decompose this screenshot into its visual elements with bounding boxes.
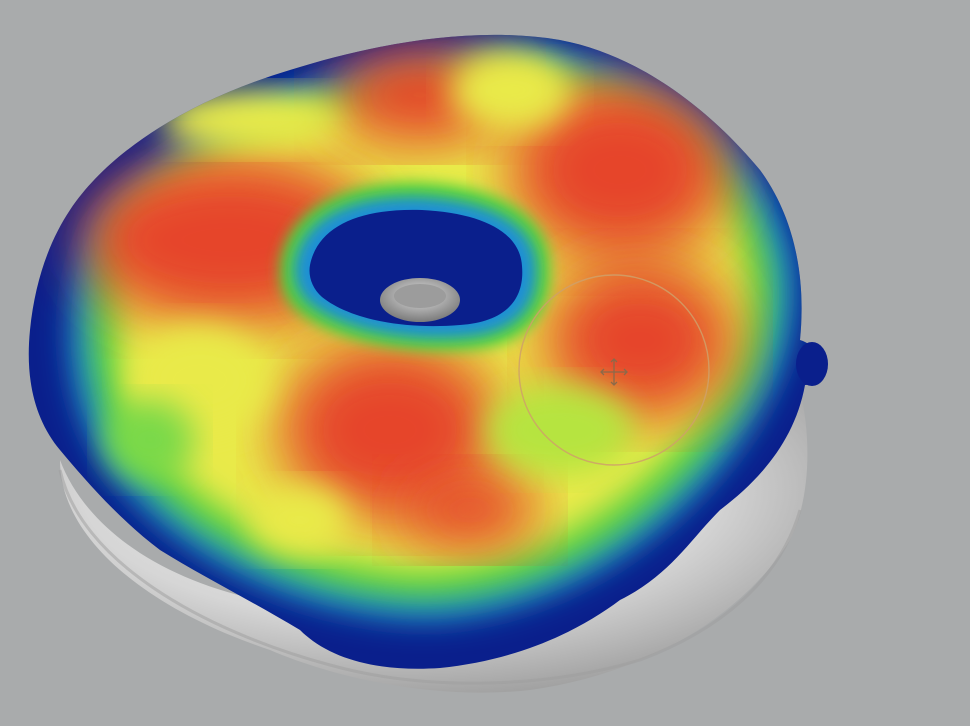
donut-base-mesh <box>58 380 808 693</box>
brush-radius-ring <box>518 274 710 466</box>
icing-drip <box>796 342 828 386</box>
sculpt-brush-cursor[interactable] <box>518 274 710 466</box>
donut-hole <box>380 278 460 322</box>
move-crosshair-icon <box>600 358 628 386</box>
